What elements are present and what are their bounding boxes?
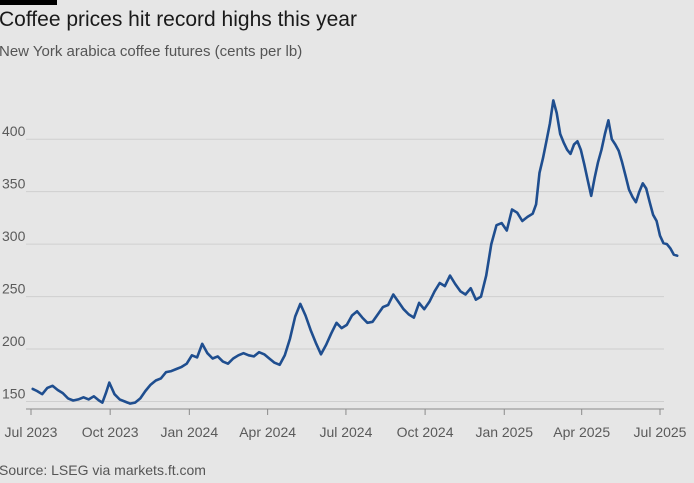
- y-tick-label: 250: [2, 281, 26, 297]
- chart-title: Coffee prices hit record highs this year: [0, 8, 357, 31]
- source-note: Source: LSEG via markets.ft.com: [0, 462, 206, 478]
- x-tick-label: Oct 2023: [82, 424, 139, 440]
- y-tick-label: 350: [2, 176, 26, 192]
- x-axis: [26, 408, 664, 415]
- y-gridlines: [26, 138, 664, 403]
- x-tick-labels: Jul 2023 Oct 2023 Jan 2024 Apr 2024 Jul 2024…: [5, 424, 687, 440]
- brand-accent-bar: [0, 0, 57, 5]
- y-tick-labels: 150 200 250 300 350 400: [2, 123, 26, 401]
- x-tick-label: Jan 2024: [161, 424, 219, 440]
- x-tick-label: Jul 2023: [5, 424, 58, 440]
- x-tick-label: Apr 2024: [239, 424, 296, 440]
- y-tick-label: 400: [2, 123, 26, 139]
- x-tick-label: Jul 2025: [634, 424, 687, 440]
- chart-subtitle: New York arabica coffee futures (cents p…: [0, 43, 303, 60]
- y-tick-label: 300: [2, 228, 26, 244]
- x-tick-label: Oct 2024: [397, 424, 454, 440]
- x-tick-label: Jan 2025: [475, 424, 533, 440]
- x-tick-label: Jul 2024: [319, 424, 372, 440]
- data-series: [31, 99, 679, 405]
- series-line: [31, 99, 679, 405]
- x-tick-label: Apr 2025: [553, 424, 610, 440]
- y-tick-label: 200: [2, 333, 26, 349]
- y-tick-label: 150: [2, 386, 26, 402]
